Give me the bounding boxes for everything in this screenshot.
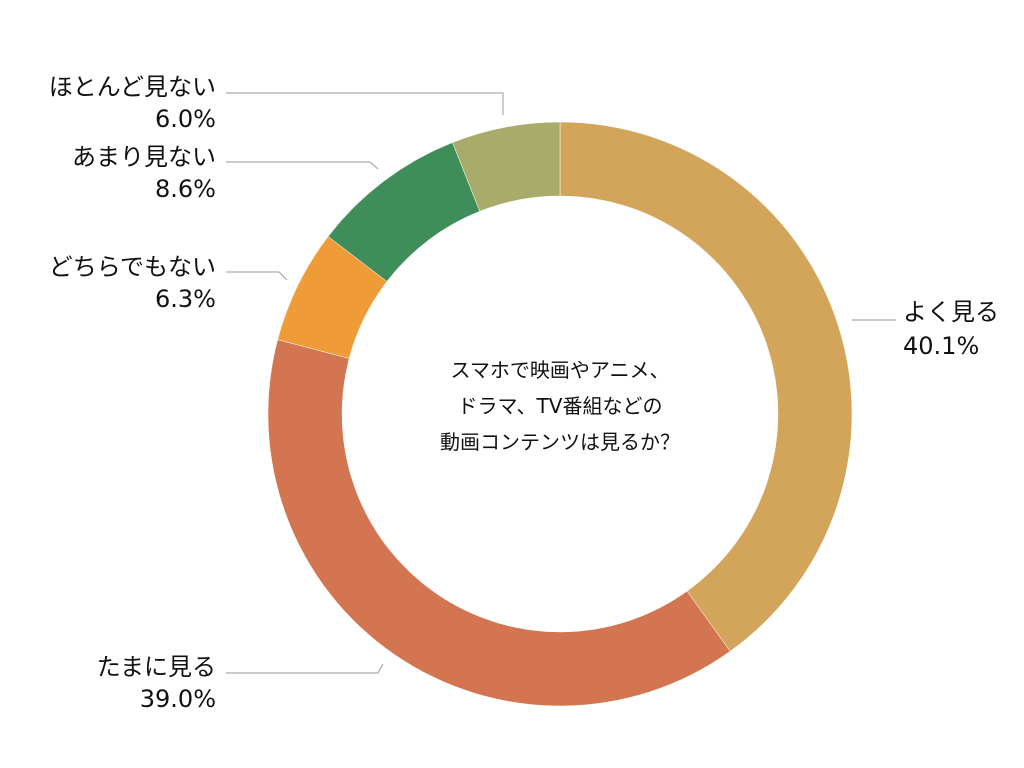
chart-title: スマホで映画やアニメ、 ドラマ、TV番組などの 動画コンテンツは見るか？	[360, 352, 760, 460]
leader-line-4	[226, 161, 379, 170]
chart-title-line-1: スマホで映画やアニメ、	[450, 358, 670, 382]
donut-slice-5	[452, 121, 561, 212]
slice-label-1: よく見る	[903, 298, 999, 326]
donut-slice-2	[267, 339, 731, 707]
slice-label-3: どちらでもない	[49, 253, 216, 281]
slice-value-5: 6.0%	[155, 105, 216, 133]
slice-value-3: 6.3%	[155, 285, 216, 313]
chart-title-line-3: 動画コンテンツは見るか？	[440, 430, 680, 454]
slice-value-1: 40.1%	[903, 332, 979, 360]
donut-slice-1	[559, 121, 853, 652]
chart-title-line-2: ドラマ、TV番組などの	[457, 394, 663, 418]
slice-label-2: たまに見る	[97, 653, 216, 681]
slice-label-5: ほとんど見ない	[49, 73, 216, 101]
leader-line-5	[226, 92, 504, 115]
slice-value-4: 8.6%	[155, 175, 216, 203]
slice-value-2: 39.0%	[140, 685, 216, 713]
slice-label-4: あまり見ない	[72, 143, 216, 171]
leader-line-3	[226, 271, 288, 281]
leader-line-2	[226, 663, 384, 674]
